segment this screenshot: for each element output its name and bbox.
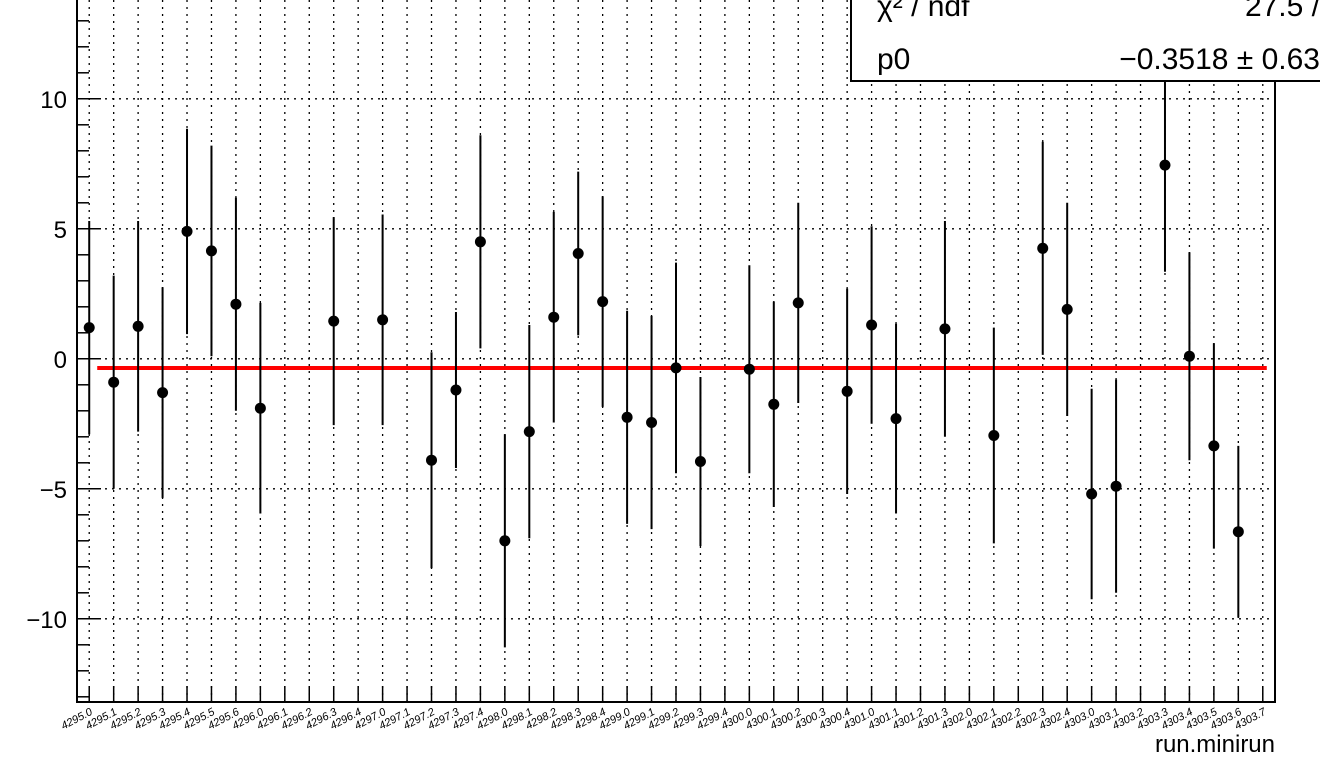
y-tick-label: 10 [40, 87, 67, 114]
data-point [768, 398, 780, 410]
data-point [1110, 480, 1122, 492]
data-point [621, 411, 633, 423]
stats-p0-label: p0 [877, 43, 910, 76]
data-point [1037, 242, 1049, 254]
data-point [254, 402, 266, 414]
data-point [328, 315, 340, 327]
data-point [988, 430, 1000, 441]
data-point [83, 322, 95, 334]
x-axis-label: run.minirun [1155, 731, 1275, 758]
data-point [157, 387, 169, 399]
x-axis: 4295.04295.14295.24295.34295.44295.54295… [59, 686, 1269, 732]
fit-stats-box: χ² / ndf 27.5 / p0 −0.3518 ± 0.63 [850, 0, 1320, 82]
data-point [108, 376, 120, 388]
data-point [132, 320, 144, 332]
data-point [499, 535, 511, 547]
data-point [377, 314, 389, 326]
y-tick-label: −10 [26, 607, 67, 634]
y-axis: −10 −5 0 5 10 [26, 20, 101, 698]
data-point [205, 245, 217, 257]
data-point [426, 454, 438, 466]
data-point [1159, 159, 1171, 171]
data-point [1061, 303, 1073, 315]
data-points [83, 58, 1244, 648]
data-point [646, 417, 658, 428]
stats-p0-value: −0.3518 ± 0.63 [1119, 43, 1320, 76]
data-point [572, 248, 584, 259]
stats-chi2-label: χ² / ndf [877, 0, 970, 23]
data-point [694, 456, 706, 467]
data-point [1208, 440, 1220, 452]
stats-chi2-value: 27.5 / [1245, 0, 1320, 23]
data-point [230, 298, 242, 310]
data-point [1232, 526, 1244, 538]
data-point [939, 323, 951, 335]
data-point [1183, 350, 1195, 362]
data-point [743, 363, 755, 375]
y-tick-label: −5 [40, 477, 67, 504]
y-tick-label: 5 [54, 217, 67, 244]
data-point [450, 384, 462, 396]
data-point [890, 413, 902, 425]
data-point [181, 225, 193, 237]
y-tick-label: 0 [54, 347, 67, 374]
data-point [548, 311, 560, 323]
data-point [866, 319, 878, 331]
data-point [792, 297, 804, 309]
data-point [597, 296, 609, 308]
data-point [474, 236, 486, 248]
data-point [670, 362, 682, 374]
data-point [841, 385, 853, 397]
data-point [523, 426, 535, 438]
data-point [1086, 488, 1098, 500]
